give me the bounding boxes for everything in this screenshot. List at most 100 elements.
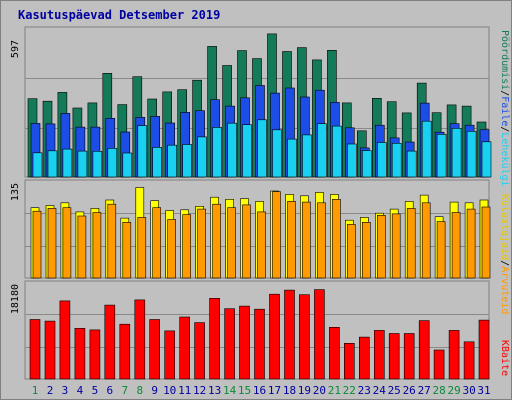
bar-sites xyxy=(272,191,281,279)
bar-sites xyxy=(242,204,251,279)
bar-kbytes xyxy=(284,289,295,380)
bar-hits xyxy=(436,134,447,178)
bar-hits xyxy=(32,152,43,178)
legend-label: KBaite xyxy=(499,340,510,376)
bar-hits xyxy=(302,134,312,178)
bar-hits xyxy=(481,141,492,178)
bar-sites xyxy=(406,208,416,279)
legend-part: / xyxy=(499,126,510,132)
x-tick-label: 16 xyxy=(253,384,266,397)
bar-kbytes xyxy=(388,333,400,380)
x-tick-label: 3 xyxy=(62,384,69,397)
bar-kbytes xyxy=(149,319,160,380)
bar-hits xyxy=(361,150,372,178)
bar-sites xyxy=(212,203,221,279)
bar-hits xyxy=(122,152,133,178)
bar-hits xyxy=(227,122,237,178)
legend-part: / xyxy=(499,90,510,96)
x-tick-label: 19 xyxy=(298,384,311,397)
bar-kbytes xyxy=(209,297,220,380)
x-tick-label: 20 xyxy=(313,384,326,397)
x-tick-label: 2 xyxy=(47,384,54,397)
x-tick-label: 1 xyxy=(32,384,39,397)
bar-hits xyxy=(212,127,222,178)
bar-kbytes xyxy=(299,294,310,380)
bar-kbytes xyxy=(269,293,280,380)
x-tick-label: 9 xyxy=(151,384,158,397)
bar-sites xyxy=(317,202,326,279)
y-max-label: 135 xyxy=(10,183,21,201)
bar-sites xyxy=(466,208,476,279)
bar-kbytes xyxy=(314,289,325,380)
bar-sites xyxy=(62,207,72,279)
x-tick-label: 30 xyxy=(462,384,475,397)
panel-bottom: 18180 KBaite xyxy=(10,280,510,380)
bar-hits xyxy=(346,143,357,178)
bar-kbytes xyxy=(29,319,41,380)
bar-hits xyxy=(317,123,327,178)
bar-kbytes xyxy=(448,330,460,380)
bar-sites xyxy=(302,201,311,279)
y-max-label: 597 xyxy=(10,40,21,58)
bar-sites xyxy=(77,215,87,279)
legend-part: Lehekülgi xyxy=(499,132,510,186)
bar-hits xyxy=(451,128,462,178)
legend-part: / xyxy=(499,260,510,266)
x-tick-label: 27 xyxy=(418,384,431,397)
bar-kbytes xyxy=(224,308,235,380)
x-tick-label: 17 xyxy=(268,384,281,397)
x-tick-label: 4 xyxy=(77,384,84,397)
bar-sites xyxy=(182,214,191,279)
bar-kbytes xyxy=(373,330,385,380)
legend-part: Külastajaid xyxy=(499,194,510,260)
bar-sites xyxy=(107,203,117,279)
bar-kbytes xyxy=(104,304,116,380)
x-tick-label: 13 xyxy=(208,384,221,397)
bar-sites xyxy=(137,217,147,279)
legend-label: Külastajaid/Arvuteid xyxy=(499,194,510,314)
x-tick-label: 7 xyxy=(121,384,128,397)
x-tick-label: 10 xyxy=(163,384,176,397)
bar-kbytes xyxy=(329,326,340,380)
bar-hits xyxy=(107,148,118,178)
bar-kbytes xyxy=(194,322,205,380)
bar-sites xyxy=(287,201,296,279)
bar-kbytes xyxy=(254,308,265,380)
bar-sites xyxy=(421,202,431,279)
bar-kbytes xyxy=(74,327,86,380)
bar-hits xyxy=(137,125,148,178)
bar-sites xyxy=(332,199,341,279)
x-tick-label: 12 xyxy=(193,384,206,397)
bar-hits xyxy=(421,120,432,178)
bar-kbytes xyxy=(164,330,175,380)
bar-sites xyxy=(92,212,102,279)
x-tick-label: 28 xyxy=(432,384,445,397)
bar-kbytes xyxy=(418,320,430,380)
bar-kbytes xyxy=(463,341,475,380)
x-tick-label: 5 xyxy=(92,384,99,397)
panel-middle: 135 Külastajaid/Arvuteid xyxy=(10,179,510,314)
x-tick-label: 23 xyxy=(358,384,371,397)
x-tick-label: 29 xyxy=(447,384,460,397)
bar-kbytes xyxy=(134,299,146,380)
bar-kbytes xyxy=(433,349,445,380)
chart-title: Kasutuspäevad Detsember 2019 xyxy=(18,8,220,22)
bar-hits xyxy=(152,147,162,178)
bar-hits xyxy=(466,131,477,178)
bar-sites xyxy=(227,207,236,279)
bar-hits xyxy=(47,150,58,178)
x-tick-label: 8 xyxy=(136,384,143,397)
bar-sites xyxy=(361,222,371,279)
x-tick-label: 26 xyxy=(403,384,416,397)
x-tick-label: 22 xyxy=(343,384,356,397)
panel-top: 597 Pöördumisi/Faile/Lehekülgi xyxy=(10,26,510,187)
legend-part: Arvuteid xyxy=(499,266,510,314)
bar-kbytes xyxy=(358,336,370,380)
bar-hits xyxy=(272,129,282,178)
bar-hits xyxy=(167,144,177,178)
bar-sites xyxy=(436,221,446,279)
x-tick-label: 18 xyxy=(283,384,296,397)
y-max-label: 18180 xyxy=(10,284,21,314)
